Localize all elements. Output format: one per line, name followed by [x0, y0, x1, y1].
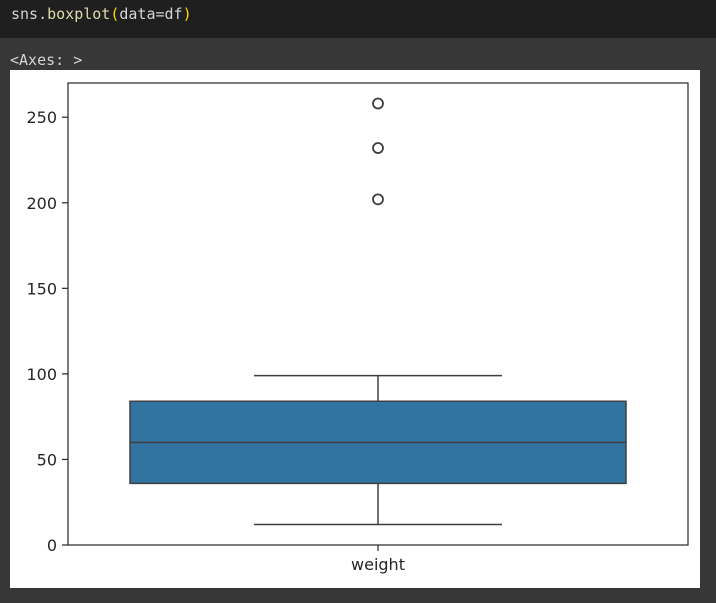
y-tick-label: 0: [47, 536, 57, 555]
code-close-paren: ): [182, 5, 192, 23]
boxplot-figure: 0 50 100 150 200 250 weight: [10, 70, 700, 588]
output-repr: <Axes: >: [10, 51, 83, 69]
code-object: sns: [11, 5, 39, 23]
y-tick-label: 100: [26, 365, 57, 384]
y-tick-label: 200: [26, 194, 57, 213]
code-args: data=df: [119, 5, 183, 23]
y-tick-label: 50: [37, 450, 57, 469]
outlier-point: [372, 142, 384, 154]
boxplot-chart: 0 50 100 150 200 250 weight: [26, 82, 689, 574]
code-dot: .: [38, 5, 48, 23]
code-function: boxplot: [47, 5, 111, 23]
code-cell[interactable]: sns.boxplot(data=df): [0, 0, 716, 38]
outlier-point: [372, 97, 384, 110]
outlier-point: [372, 193, 384, 206]
code-open-paren: (: [110, 5, 120, 23]
y-tick-label: 250: [26, 108, 57, 127]
x-tick-label: weight: [351, 555, 405, 574]
y-tick-label: 150: [26, 279, 57, 298]
